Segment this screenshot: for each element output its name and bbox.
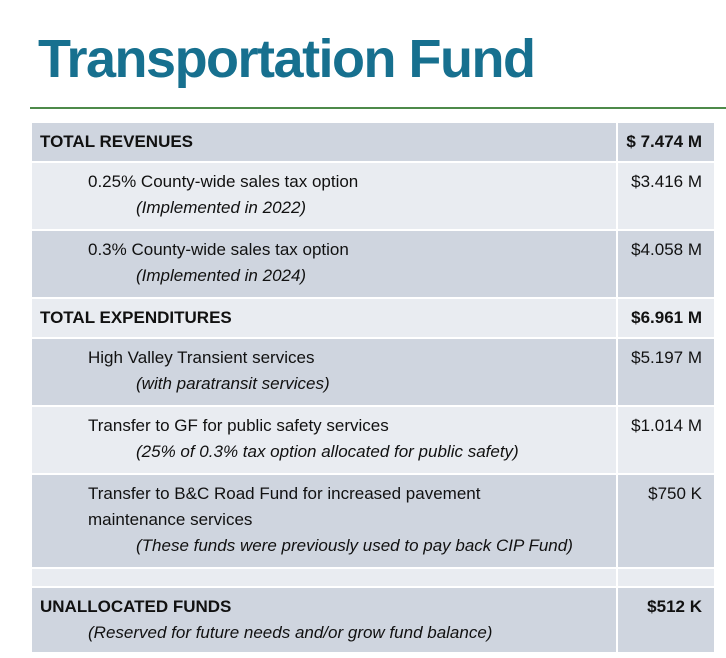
fund-table: TOTAL REVENUES $ 7.474 M 0.25% County-wide… (29, 121, 716, 654)
amount-cell: $512 K (616, 586, 716, 654)
amount: $1.014 M (631, 416, 702, 435)
spacer-cell (29, 567, 619, 588)
spacer-cell (616, 567, 716, 588)
table-row (29, 567, 716, 588)
row-note: (Implemented in 2022) (136, 198, 307, 217)
amount: $6.961 M (631, 308, 702, 327)
table-row: 0.25% County-wide sales tax option (Imple… (29, 161, 716, 231)
label-cell: UNALLOCATED FUNDS (Reserved for future ne… (29, 586, 619, 654)
table-row: TOTAL REVENUES $ 7.474 M (29, 121, 716, 163)
amount-cell: $4.058 M (616, 229, 716, 299)
amount-cell: $6.961 M (616, 297, 716, 339)
label-cell: Transfer to B&C Road Fund for increased … (29, 473, 619, 569)
amount: $ 7.474 M (626, 132, 702, 151)
row-label: 0.3% County-wide sales tax option (88, 240, 349, 259)
row-note: (Implemented in 2024) (136, 266, 307, 285)
page-title: Transportation Fund (38, 29, 536, 89)
label-cell: 0.25% County-wide sales tax option (Imple… (29, 161, 619, 231)
amount: $512 K (647, 597, 702, 616)
row-label: 0.25% County-wide sales tax option (88, 172, 359, 191)
amount-cell: $ 7.474 M (616, 121, 716, 163)
row-note: (25% of 0.3% tax option allocated for pu… (136, 442, 519, 461)
table-row: 0.3% County-wide sales tax option (Implem… (29, 229, 716, 299)
row-label: TOTAL EXPENDITURES (40, 308, 232, 327)
amount-cell: $3.416 M (616, 161, 716, 231)
table-row: High Valley Transient services (with para… (29, 337, 716, 407)
amount: $4.058 M (631, 240, 702, 259)
divider (30, 107, 726, 109)
label-cell: TOTAL EXPENDITURES (29, 297, 619, 339)
table-row: Transfer to B&C Road Fund for increased … (29, 473, 716, 569)
amount: $3.416 M (631, 172, 702, 191)
table-row: UNALLOCATED FUNDS (Reserved for future ne… (29, 586, 716, 654)
row-label: Transfer to B&C Road Fund for increased … (88, 484, 481, 529)
label-cell: TOTAL REVENUES (29, 121, 619, 163)
row-label: High Valley Transient services (88, 348, 315, 367)
row-label: TOTAL REVENUES (40, 132, 194, 151)
amount: $5.197 M (631, 348, 702, 367)
amount-cell: $750 K (616, 473, 716, 569)
row-note: (with paratransit services) (136, 374, 330, 393)
row-label: Transfer to GF for public safety service… (88, 416, 389, 435)
label-cell: 0.3% County-wide sales tax option (Implem… (29, 229, 619, 299)
amount-cell: $5.197 M (616, 337, 716, 407)
label-cell: Transfer to GF for public safety service… (29, 405, 619, 475)
amount: $750 K (648, 484, 702, 503)
table-row: TOTAL EXPENDITURES $6.961 M (29, 297, 716, 339)
amount-cell: $1.014 M (616, 405, 716, 475)
table-row: Transfer to GF for public safety service… (29, 405, 716, 475)
row-note: (These funds were previously used to pay… (136, 536, 573, 555)
row-note: (Reserved for future needs and/or grow f… (88, 623, 493, 642)
row-label: UNALLOCATED FUNDS (40, 597, 232, 616)
label-cell: High Valley Transient services (with para… (29, 337, 619, 407)
table-body: TOTAL REVENUES $ 7.474 M 0.25% County-wide… (29, 121, 716, 654)
